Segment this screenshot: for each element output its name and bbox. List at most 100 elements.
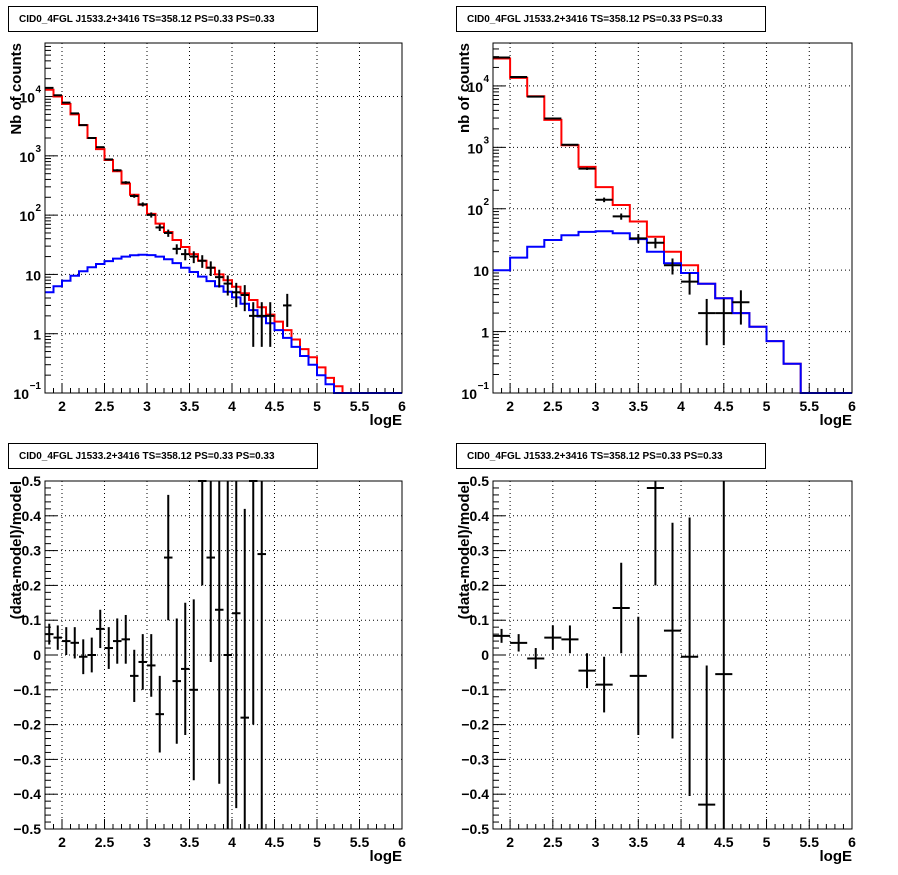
residual-left-y-tick-label: −0.5 [13, 821, 41, 837]
residual-left-x-tick-label: 4 [228, 834, 236, 850]
residual-left-data-point [155, 675, 164, 753]
counts-right-data-point [561, 143, 579, 146]
residual-left-data-point [104, 627, 113, 669]
residual-left-data-point [96, 609, 105, 649]
counts-right-data-point [715, 298, 733, 346]
residual-left-x-tick-label: 2.5 [95, 834, 115, 850]
counts-left-x-tick-label: 5.5 [350, 398, 370, 414]
residual-right-frame [492, 480, 853, 830]
panel-title-bottom-left: CID0_4FGL J1533.2+3416 TS=358.12 PS=0.33… [8, 443, 318, 469]
residual-left-data-point [223, 481, 232, 829]
residual-right-y-tick-label: −0.1 [461, 682, 489, 698]
counts-left-y-tick-label: 10 [13, 386, 29, 402]
counts-right-y-tick-label: 1 [481, 325, 489, 341]
counts-left-data-point [96, 146, 105, 149]
residual-left-data-point [138, 634, 147, 690]
counts-right-data-point [646, 238, 664, 249]
residual-left-data-point [249, 480, 258, 725]
residual-left-data-point [206, 481, 215, 662]
residual-left-x-tick-label: 4.5 [265, 834, 285, 850]
panel-title-top-left: CID0_4FGL J1533.2+3416 TS=358.12 PS=0.33… [8, 6, 318, 32]
residual-right-data-point [629, 616, 647, 736]
counts-right-x-tick-label: 2 [506, 398, 514, 414]
residual-right-x-tick-label: 5 [763, 834, 771, 850]
residual-right-x-tick-label: 3 [592, 834, 600, 850]
counts-right-x-tick-label: 4.5 [714, 398, 734, 414]
counts-right-model-line-0 [493, 57, 852, 394]
residual-left-data-point [164, 494, 173, 621]
residual-right-y-tick-label: −0.2 [461, 717, 489, 733]
counts-left-data-point [138, 202, 147, 207]
counts-left-x-axis-label: logE [370, 412, 403, 429]
counts-right-data-point [612, 213, 630, 220]
residual-left-y-tick-label: 0 [33, 647, 41, 663]
residual-left-data-point [147, 634, 156, 697]
counts-left-y-tick-label: 10 [19, 90, 35, 106]
counts-right-x-tick-label: 5.5 [800, 398, 820, 414]
residual-left-x-tick-label: 6 [398, 834, 406, 850]
counts-left-x-tick-label: 5 [313, 398, 321, 414]
counts-right-x-tick-label: 5 [763, 398, 771, 414]
residual-left-x-axis-label: logE [370, 848, 403, 865]
residual-left-data-point [215, 481, 224, 784]
counts-left-y-tick-label: 10 [19, 149, 35, 165]
residual-right-y-tick-label: 0.1 [470, 612, 490, 628]
counts-right-y-tick-exponent: 4 [483, 74, 489, 85]
counts-right-y-tick-exponent: 2 [483, 197, 489, 208]
counts-left-data-point [181, 249, 190, 261]
counts-left-y-tick-exponent: 4 [35, 85, 41, 96]
counts-right-panel: 2 2.5 3 3.5 4 4.5 5 5.5 6−110110210310410logEnb … [456, 42, 856, 429]
residual-left-data-point [45, 623, 54, 645]
residual-left-data-point [87, 637, 96, 673]
counts-left-y-axis-label: Nb of counts [8, 43, 25, 135]
residual-left-x-tick-label: 5 [313, 834, 321, 850]
residual-right-data-point [493, 628, 511, 643]
counts-right-frame [492, 42, 853, 394]
counts-left-data-point [257, 302, 266, 347]
residual-left-frame [44, 480, 403, 830]
residual-left-y-tick-label: −0.4 [13, 786, 41, 802]
residual-left-y-tick-label: 0.5 [22, 473, 42, 489]
residual-right-data-point [578, 653, 596, 689]
counts-right-data-point [698, 298, 716, 346]
residual-right-x-tick-label: 6 [848, 834, 856, 850]
residual-right-x-tick-label: 4.5 [714, 834, 734, 850]
counts-left-model-line-1 [45, 253, 402, 394]
counts-left-data-point [104, 158, 113, 161]
counts-left-x-tick-label: 4.5 [265, 398, 285, 414]
residual-left-x-tick-label: 2 [58, 834, 66, 850]
counts-left-model-line-0 [45, 88, 402, 394]
counts-right-y-tick-label: 10 [461, 386, 477, 402]
residual-right-panel: 2 2.5 3 3.5 4 4.5 5 5.5 6 −0.5 −0.4 −0.3 −0.2 −0.1 0 0.… [456, 473, 856, 865]
residual-left-y-tick-label: 0.3 [22, 543, 42, 559]
residual-right-data-point [612, 562, 630, 654]
residual-right-y-tick-label: 0 [481, 647, 489, 663]
counts-right-y-tick-label: 10 [467, 140, 483, 156]
counts-right-y-axis-label: nb of counts [456, 43, 473, 133]
residual-right-data-point [595, 656, 613, 713]
counts-left-x-tick-label: 2 [58, 398, 66, 414]
residual-right-data-point [681, 517, 699, 796]
residual-left-data-point [79, 639, 88, 675]
counts-right-data-point [578, 167, 596, 170]
counts-right-data-point [663, 258, 682, 275]
residual-right-data-point [698, 665, 716, 829]
counts-left-x-tick-label: 3 [143, 398, 151, 414]
residual-left-data-point [257, 481, 266, 829]
counts-right-x-tick-label: 4 [677, 398, 685, 414]
counts-left-data-point [113, 169, 122, 172]
residual-right-x-tick-label: 3.5 [629, 834, 649, 850]
counts-right-y-tick-label: 10 [473, 263, 489, 279]
residual-right-y-tick-label: −0.4 [461, 786, 489, 802]
counts-left-x-tick-label: 3.5 [180, 398, 200, 414]
residual-left-data-point [53, 625, 62, 650]
residual-left-data-point [70, 627, 79, 659]
counts-left-y-tick-label: 1 [33, 327, 41, 343]
counts-right-x-axis-label: logE [820, 412, 853, 429]
panel-title-bottom-right: CID0_4FGL J1533.2+3416 TS=358.12 PS=0.33… [456, 443, 766, 469]
counts-left-data-point [70, 112, 79, 115]
counts-left-data-point [198, 255, 207, 268]
residual-right-data-point [663, 522, 682, 739]
counts-left-data-point [232, 282, 241, 308]
